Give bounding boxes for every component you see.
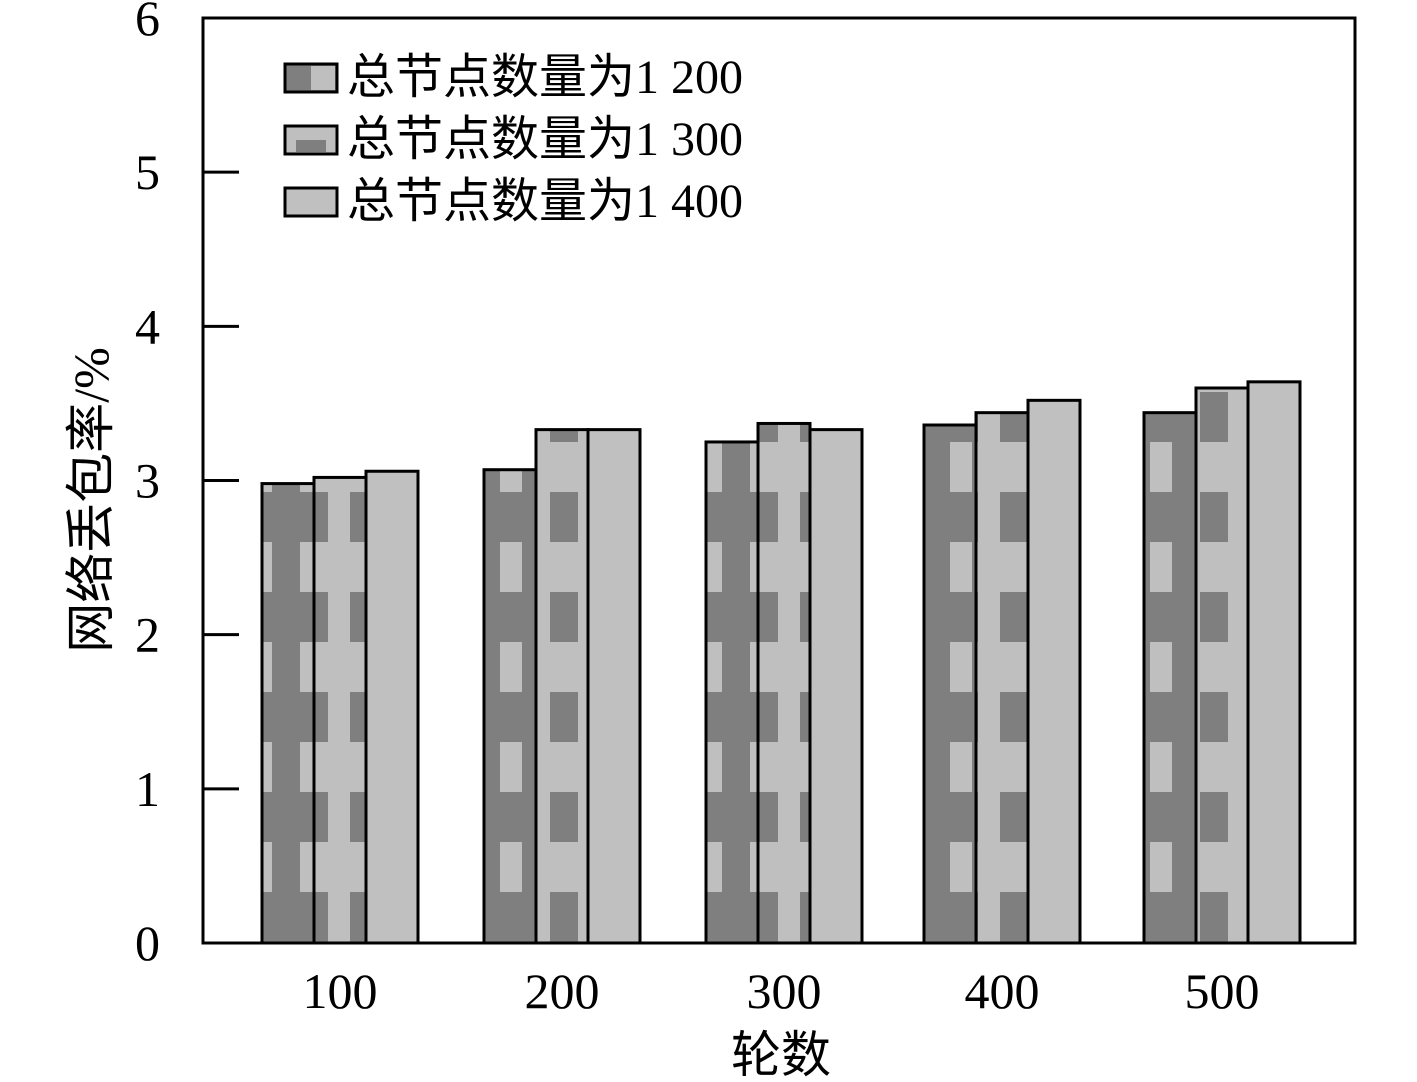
bars <box>260 380 1302 945</box>
legend-label: 总节点数量为1 200 <box>347 51 743 104</box>
legend-swatch <box>283 186 339 218</box>
y-tick-label: 2 <box>135 607 160 663</box>
bar-100-series-3 <box>364 469 420 945</box>
legend-label: 总节点数量为1 300 <box>347 113 743 166</box>
bar-500-series-2 <box>1194 386 1250 945</box>
x-tick-label: 100 <box>303 963 378 1019</box>
bar-500-series-1 <box>1142 411 1198 945</box>
y-tick-label: 4 <box>135 298 160 354</box>
bar-200-series-2 <box>534 428 590 945</box>
x-tick-label: 300 <box>747 963 822 1019</box>
bar-100-series-1 <box>260 482 316 945</box>
x-tick-label: 500 <box>1185 963 1260 1019</box>
legend-swatch <box>283 62 339 94</box>
legend: 总节点数量为1 200 总节点数量为1 300 总节点数量为1 400 <box>283 51 743 228</box>
y-tick-label: 3 <box>135 453 160 509</box>
x-axis-label: 轮数 <box>731 1027 831 1082</box>
y-tick-label: 1 <box>135 761 160 817</box>
legend-swatch <box>283 124 339 156</box>
y-axis-label: 网络丢包率/% <box>63 347 119 653</box>
y-tick-label: 6 <box>135 0 160 46</box>
bar-200-series-3 <box>586 428 642 945</box>
bar-500-series-3 <box>1246 380 1302 945</box>
bar-300-series-1 <box>704 440 760 945</box>
y-axis: 0 1 2 3 4 5 6 <box>135 0 239 971</box>
bar-200-series-1 <box>482 468 538 945</box>
x-tick-label: 200 <box>525 963 600 1019</box>
bar-100-series-2 <box>312 475 368 945</box>
bar-400-series-1 <box>922 423 978 945</box>
x-axis: 100 200 300 400 500 <box>303 963 1260 1019</box>
bar-300-series-3 <box>808 428 864 945</box>
bar-400-series-3 <box>1026 398 1082 945</box>
x-tick-label: 400 <box>965 963 1040 1019</box>
y-tick-label: 0 <box>135 915 160 971</box>
bar-300-series-2 <box>756 421 812 945</box>
bar-400-series-2 <box>974 411 1030 945</box>
legend-label: 总节点数量为1 400 <box>347 175 743 228</box>
y-tick-label: 5 <box>135 144 160 200</box>
